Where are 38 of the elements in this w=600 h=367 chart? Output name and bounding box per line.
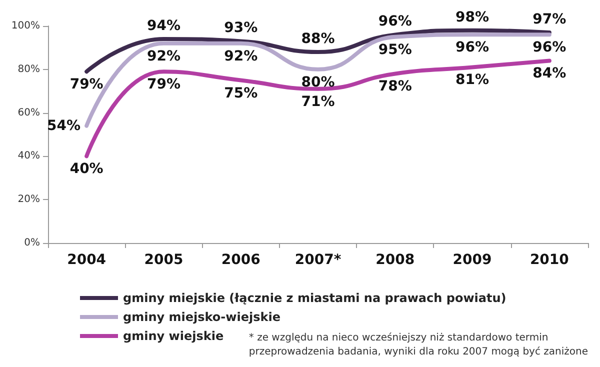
x-tick-label: 2008 bbox=[376, 252, 415, 268]
data-label: 96% bbox=[456, 40, 490, 56]
x-tick-label: 2010 bbox=[530, 252, 570, 268]
data-label: 96% bbox=[532, 40, 566, 56]
x-tick-label: 2005 bbox=[144, 252, 184, 268]
y-tick-label: 80% bbox=[18, 64, 40, 75]
data-label: 92% bbox=[146, 48, 180, 64]
y-tick-label: 40% bbox=[18, 150, 40, 162]
legend-label: gminy miejskie (łącznie z miastami na prawach powiatu) bbox=[123, 291, 506, 305]
data-label: 79% bbox=[146, 76, 180, 93]
x-tick-label: 2006 bbox=[221, 252, 260, 268]
legend-label: gminy miejsko-wiejskie bbox=[123, 310, 280, 324]
data-label: 95% bbox=[378, 42, 412, 58]
data-label: 84% bbox=[532, 66, 566, 82]
data-label: 88% bbox=[301, 31, 335, 48]
data-label: 94% bbox=[146, 18, 180, 34]
x-tick-label: 2009 bbox=[452, 252, 492, 268]
y-tick-label: 100% bbox=[11, 20, 40, 32]
data-label: 78% bbox=[378, 78, 412, 95]
data-label: 79% bbox=[70, 76, 104, 93]
data-label: 81% bbox=[456, 72, 490, 88]
data-label: 98% bbox=[456, 9, 490, 26]
data-label: 97% bbox=[532, 12, 566, 28]
data-label: 92% bbox=[224, 48, 258, 64]
x-tick-label: 2007* bbox=[294, 252, 342, 268]
y-tick-label: 20% bbox=[18, 194, 40, 206]
legend-label: gminy wiejskie bbox=[123, 329, 224, 343]
data-label: 54% bbox=[47, 118, 81, 134]
data-label: 71% bbox=[301, 94, 335, 110]
y-tick-label: 60% bbox=[18, 107, 40, 118]
x-tick-label: 2004 bbox=[67, 252, 106, 268]
data-label: 80% bbox=[301, 74, 335, 90]
data-label: 40% bbox=[70, 161, 104, 178]
y-tick-label: 0% bbox=[24, 238, 40, 248]
data-label: 93% bbox=[224, 20, 258, 36]
data-label: 96% bbox=[378, 14, 412, 30]
data-label: 75% bbox=[224, 85, 258, 102]
text: * ze względu na nieco wcześniejszy niż standardowo termin przeprowadzenia badania, wyniki dla roku 2007 mogą być zaniżone bbox=[248, 332, 588, 358]
